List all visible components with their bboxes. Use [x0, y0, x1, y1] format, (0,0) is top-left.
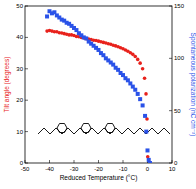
y2-tick	[169, 110, 172, 111]
x-tick-label: 0	[146, 166, 150, 172]
data-point	[138, 97, 142, 101]
y2-tick	[169, 163, 172, 164]
x-tick-label: -40	[45, 166, 54, 172]
y-tick-label: 10	[16, 129, 23, 135]
y-tick	[25, 100, 28, 101]
molecule-sketch	[38, 124, 170, 135]
plot-frame	[25, 6, 172, 163]
y2-tick-label: 0	[174, 160, 178, 166]
data-point	[136, 92, 140, 96]
data-point	[45, 14, 49, 18]
x-axis-label: Reduced Temperature (°C)	[60, 174, 138, 182]
y2-tick-label: 150	[174, 3, 185, 9]
y-tick	[25, 6, 28, 7]
data-point	[136, 58, 140, 62]
y-tick	[25, 163, 28, 164]
molecule-ring	[57, 124, 67, 133]
x-tick	[123, 160, 124, 163]
y2-tick-label: 100	[174, 55, 185, 61]
plot-area	[45, 9, 152, 163]
molecule-ring	[105, 124, 115, 133]
data-point	[141, 103, 145, 107]
y2-tick	[169, 58, 172, 59]
data-point	[144, 92, 148, 96]
data-point	[133, 55, 137, 59]
data-point	[143, 114, 147, 118]
data-point	[133, 88, 137, 92]
x-tick-label: -50	[21, 166, 30, 172]
x-tick-label: 10	[169, 166, 176, 172]
y-tick	[25, 68, 28, 69]
x-tick	[74, 160, 75, 163]
y-tick	[25, 131, 28, 132]
x-tick-label: -30	[70, 166, 79, 172]
y-tick-label: 50	[16, 3, 23, 9]
x-tick	[98, 160, 99, 163]
y-tick-label: 0	[20, 160, 24, 166]
y-axis-label: Tilt angle (degrees)	[3, 57, 11, 113]
y-tick	[25, 37, 28, 38]
x-tick	[172, 160, 173, 163]
data-point	[138, 61, 142, 65]
y-tick-label: 30	[16, 66, 23, 72]
chart: -50-40-30-20-1001001020304050050100150Re…	[0, 0, 196, 189]
x-tick	[49, 160, 50, 163]
data-point	[144, 130, 148, 134]
data-point	[141, 67, 145, 71]
y2-tick	[169, 6, 172, 7]
x-tick	[25, 160, 26, 163]
y-tick-label: 40	[16, 34, 23, 40]
y2-tick-label: 50	[174, 108, 181, 114]
x-tick-label: -20	[94, 166, 103, 172]
x-tick-label: -10	[119, 166, 128, 172]
y-tick-label: 20	[16, 97, 23, 103]
molecule-ring	[81, 124, 91, 133]
data-point	[143, 76, 147, 80]
y2-axis-label: Spontaneous polarization (nC cm⁻²)	[189, 33, 196, 137]
data-point	[148, 161, 152, 163]
data-point	[146, 148, 150, 152]
